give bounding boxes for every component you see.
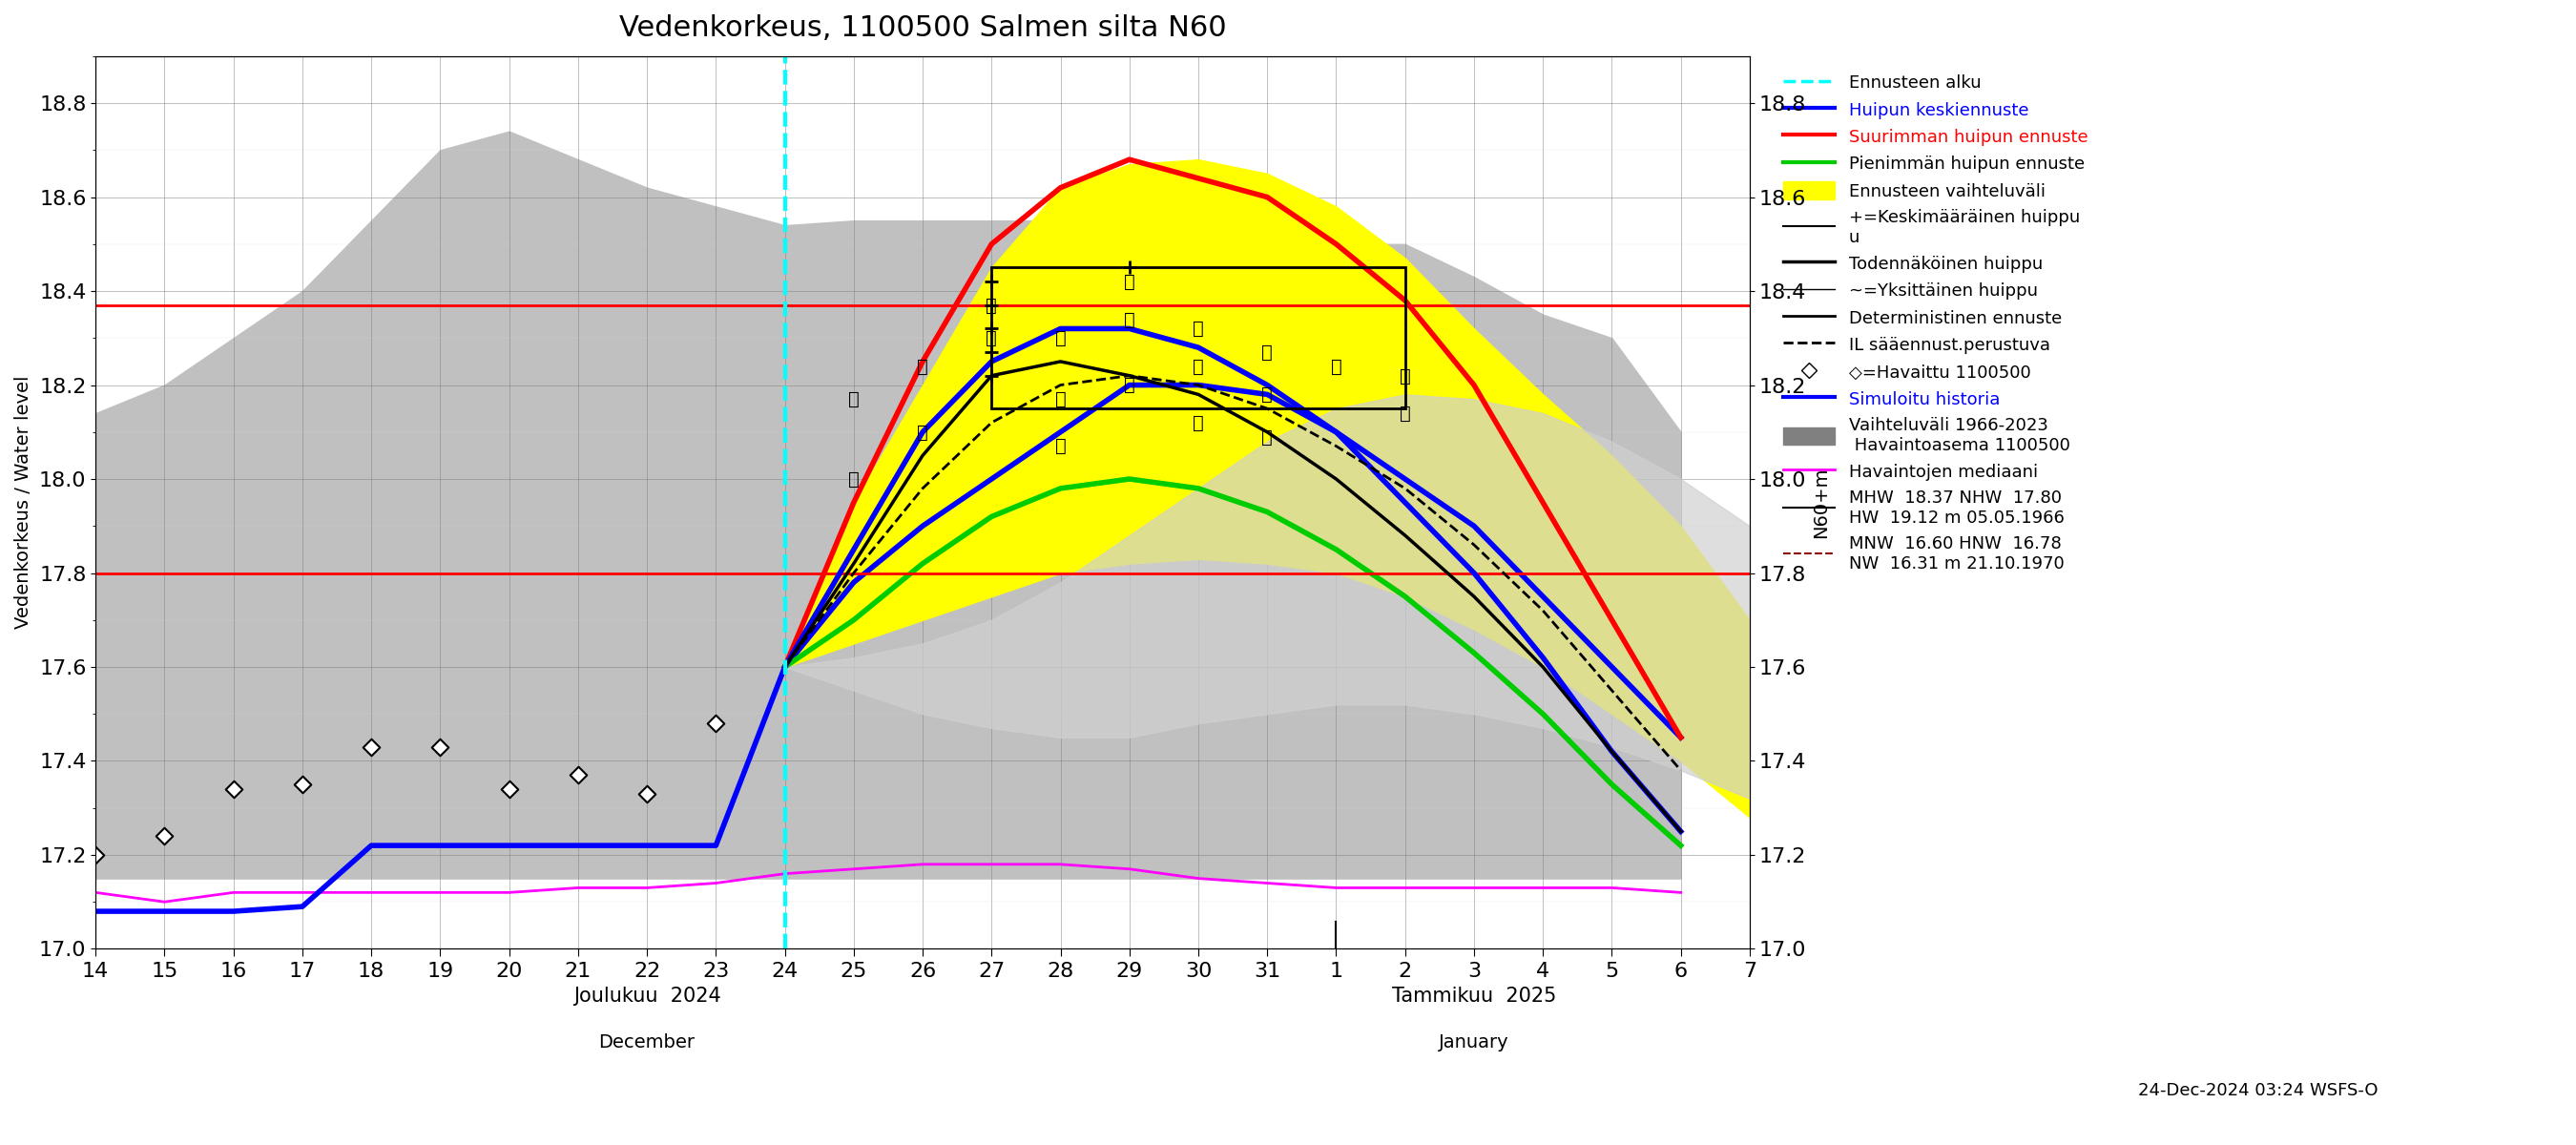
Y-axis label: Vedenkorkeus / Water level: Vedenkorkeus / Water level bbox=[15, 376, 33, 629]
Text: ⌢: ⌢ bbox=[1193, 319, 1203, 338]
Point bbox=[696, 714, 737, 733]
Text: ⌢: ⌢ bbox=[1332, 357, 1342, 376]
Text: ⌢: ⌢ bbox=[1262, 428, 1273, 447]
Point bbox=[75, 846, 116, 864]
Bar bbox=[992, 268, 1404, 409]
Text: ⌢: ⌢ bbox=[917, 424, 927, 442]
Point bbox=[144, 827, 185, 845]
Point bbox=[350, 737, 392, 756]
Text: ⌢: ⌢ bbox=[1123, 273, 1136, 291]
Text: Joulukuu  2024: Joulukuu 2024 bbox=[572, 987, 721, 1005]
Title: Vedenkorkeus, 1100500 Salmen silta N60: Vedenkorkeus, 1100500 Salmen silta N60 bbox=[618, 14, 1226, 42]
Legend: Ennusteen alku, Huipun keskiennuste, Suurimman huipun ennuste, Pienimmän huipun : Ennusteen alku, Huipun keskiennuste, Suu… bbox=[1775, 65, 2097, 581]
Text: ⌢: ⌢ bbox=[1399, 404, 1412, 423]
Point bbox=[556, 766, 598, 784]
Text: ⌢: ⌢ bbox=[1193, 413, 1203, 432]
Text: Tammikuu  2025: Tammikuu 2025 bbox=[1391, 987, 1556, 1005]
Text: ⌢: ⌢ bbox=[1123, 377, 1136, 394]
Text: ⌢: ⌢ bbox=[1054, 390, 1066, 409]
Text: ⌢: ⌢ bbox=[987, 297, 997, 315]
Y-axis label: N60+m: N60+m bbox=[1811, 467, 1829, 538]
Text: ⌢: ⌢ bbox=[848, 390, 860, 409]
Text: December: December bbox=[598, 1034, 696, 1051]
Text: January: January bbox=[1440, 1034, 1510, 1051]
Point bbox=[281, 775, 322, 793]
Text: ⌢: ⌢ bbox=[917, 357, 927, 376]
Text: ⌢: ⌢ bbox=[1054, 437, 1066, 456]
Text: ⌢: ⌢ bbox=[1193, 357, 1203, 376]
Text: ⌢: ⌢ bbox=[1262, 386, 1273, 404]
Point bbox=[214, 780, 255, 798]
Point bbox=[489, 780, 531, 798]
Text: ⌢: ⌢ bbox=[1262, 344, 1273, 362]
Text: ⌢: ⌢ bbox=[848, 471, 860, 489]
Point bbox=[626, 784, 667, 803]
Text: ⌢: ⌢ bbox=[1399, 366, 1412, 385]
Text: 24-Dec-2024 03:24 WSFS-O: 24-Dec-2024 03:24 WSFS-O bbox=[2138, 1082, 2378, 1099]
Text: ⌢: ⌢ bbox=[1054, 330, 1066, 347]
Point bbox=[420, 737, 461, 756]
Text: ⌢: ⌢ bbox=[1123, 310, 1136, 329]
Text: ⌢: ⌢ bbox=[987, 330, 997, 347]
